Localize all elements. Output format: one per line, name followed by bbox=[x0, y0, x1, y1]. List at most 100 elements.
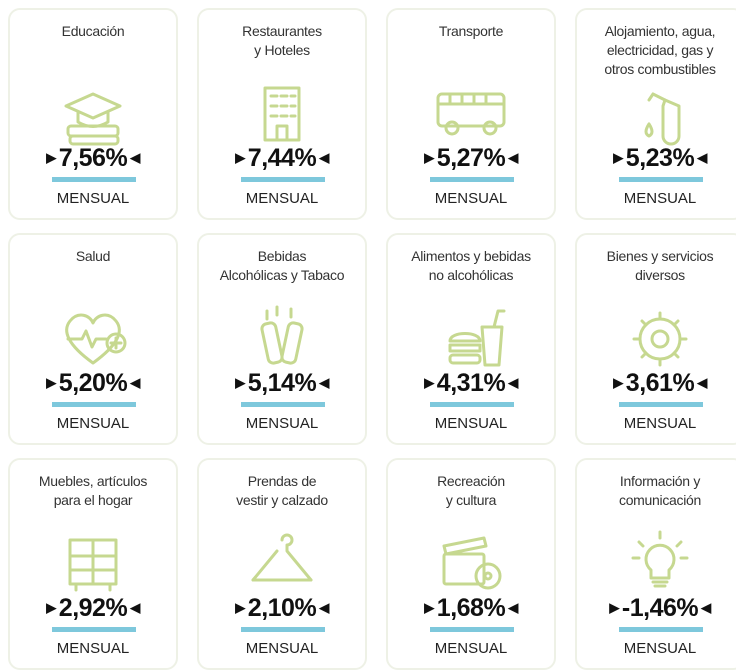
arrow-left: ◀ bbox=[130, 150, 140, 165]
icon bbox=[247, 301, 317, 376]
underline-bar bbox=[619, 402, 703, 407]
card: Alimentos y bebidas no alcohólicas ▶ 4,31% ◀… bbox=[386, 233, 556, 445]
title-line: y cultura bbox=[445, 492, 497, 508]
period: MENSUAL bbox=[434, 190, 508, 207]
value: 7,56% bbox=[58, 144, 128, 172]
category-icon bbox=[260, 305, 304, 365]
arrow-left: ◀ bbox=[319, 150, 329, 165]
title-line: comunicación bbox=[619, 492, 701, 508]
category-icon bbox=[65, 313, 127, 365]
category-icon bbox=[632, 311, 688, 367]
title-line: Información y bbox=[619, 473, 701, 489]
card: Restaurantes y Hoteles ▶ 7,44% ◀ MENSUAL bbox=[197, 8, 367, 220]
arrow-left: ◀ bbox=[130, 600, 140, 615]
category-icon bbox=[251, 533, 313, 582]
arrow-right: ▶ bbox=[613, 150, 623, 165]
arrow-right: ▶ bbox=[46, 150, 56, 165]
underline-bar bbox=[619, 627, 703, 632]
arrow-left: ◀ bbox=[508, 375, 518, 390]
value-row: ▶ 1,68% ◀ bbox=[388, 594, 554, 623]
icon bbox=[58, 76, 128, 151]
card: Alojamiento, agua, electricidad, gas y otr… bbox=[575, 8, 736, 220]
title-line: diversos bbox=[635, 267, 685, 283]
card-title: Prendas de vestir y calzado bbox=[199, 472, 365, 510]
title-line: otros combustibles bbox=[604, 61, 716, 77]
value-row: ▶ 7,44% ◀ bbox=[199, 144, 365, 173]
card: Bienes y servicios diversos ▶ 3,61% ◀ MENSUAL bbox=[575, 233, 736, 445]
value: -1,46% bbox=[621, 594, 699, 622]
card: Muebles, artículos para el hogar ▶ 2,92% ◀ ME… bbox=[8, 458, 178, 670]
value: 7,44% bbox=[247, 144, 317, 172]
icon bbox=[58, 526, 128, 601]
category-icon bbox=[263, 86, 301, 142]
underline-bar bbox=[241, 402, 325, 407]
title-line: Prendas de bbox=[247, 473, 317, 489]
card-title: Bebidas Alcohólicas y Tabaco bbox=[199, 247, 365, 285]
icon bbox=[625, 301, 695, 376]
icon bbox=[625, 86, 695, 161]
card-title: Bienes y servicios diversos bbox=[577, 247, 736, 285]
title-line: no alcohólicas bbox=[428, 267, 514, 283]
value-row: ▶ 5,20% ◀ bbox=[10, 369, 176, 398]
icon bbox=[436, 301, 506, 376]
icon bbox=[436, 76, 506, 151]
title-line: Alimentos y bebidas bbox=[411, 248, 531, 264]
period: MENSUAL bbox=[56, 190, 130, 207]
title-line: Transporte bbox=[438, 23, 504, 39]
value-row: ▶ 7,56% ◀ bbox=[10, 144, 176, 173]
value-row: ▶ 5,14% ◀ bbox=[199, 369, 365, 398]
arrow-left: ◀ bbox=[701, 600, 711, 615]
arrow-right: ▶ bbox=[235, 600, 245, 615]
value: 2,92% bbox=[58, 594, 128, 622]
value: 3,61% bbox=[625, 369, 695, 397]
underline-bar bbox=[430, 402, 514, 407]
underline-bar bbox=[52, 402, 136, 407]
title-line: para el hogar bbox=[53, 492, 133, 508]
card-title: Salud bbox=[10, 247, 176, 266]
arrow-right: ▶ bbox=[424, 600, 434, 615]
title-line: y Hoteles bbox=[254, 42, 310, 58]
value: 5,14% bbox=[247, 369, 317, 397]
value: 1,68% bbox=[436, 594, 506, 622]
category-icon bbox=[631, 530, 689, 588]
category-icon bbox=[442, 536, 502, 590]
category-icon bbox=[644, 92, 681, 146]
value-row: ▶ 5,27% ◀ bbox=[388, 144, 554, 173]
underline-bar bbox=[241, 627, 325, 632]
icon bbox=[436, 526, 506, 601]
arrow-right: ▶ bbox=[46, 600, 56, 615]
underline-bar bbox=[619, 177, 703, 182]
title-line: vestir y calzado bbox=[236, 492, 328, 508]
icon bbox=[58, 301, 128, 376]
category-icon bbox=[68, 538, 118, 592]
arrow-left: ◀ bbox=[697, 375, 707, 390]
card-title: Información y comunicación bbox=[577, 472, 736, 510]
period: MENSUAL bbox=[434, 640, 508, 657]
card: Educación ▶ 7,56% ◀ MENSUAL bbox=[8, 8, 178, 220]
category-icon bbox=[436, 92, 506, 136]
value-row: ▶ 3,61% ◀ bbox=[577, 369, 736, 398]
card: Transporte ▶ 5,27% ◀ MENSUAL bbox=[386, 8, 556, 220]
arrow-right: ▶ bbox=[613, 375, 623, 390]
card: Bebidas Alcohólicas y Tabaco ▶ 5,14% ◀ MENSUA… bbox=[197, 233, 367, 445]
arrow-left: ◀ bbox=[319, 600, 329, 615]
title-line: Bienes y servicios bbox=[606, 248, 714, 264]
arrow-right: ▶ bbox=[609, 600, 619, 615]
period: MENSUAL bbox=[56, 415, 130, 432]
arrow-left: ◀ bbox=[319, 375, 329, 390]
card-title: Alojamiento, agua, electricidad, gas y otr… bbox=[577, 22, 736, 79]
value-row: ▶ 5,23% ◀ bbox=[577, 144, 736, 173]
value: 2,10% bbox=[247, 594, 317, 622]
title-line: Alcohólicas y Tabaco bbox=[219, 267, 345, 283]
value-row: ▶ 2,10% ◀ bbox=[199, 594, 365, 623]
card: Salud ▶ 5,20% ◀ MENSUAL bbox=[8, 233, 178, 445]
card-title: Recreación y cultura bbox=[388, 472, 554, 510]
arrow-left: ◀ bbox=[508, 600, 518, 615]
arrow-left: ◀ bbox=[508, 150, 518, 165]
card: Prendas de vestir y calzado ▶ 2,10% ◀ MENSUAL bbox=[197, 458, 367, 670]
card-title: Transporte bbox=[388, 22, 554, 41]
value: 5,23% bbox=[625, 144, 695, 172]
arrow-right: ▶ bbox=[46, 375, 56, 390]
period: MENSUAL bbox=[56, 640, 130, 657]
